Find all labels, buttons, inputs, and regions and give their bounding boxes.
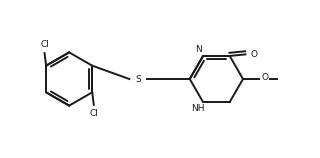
Text: N: N	[195, 45, 202, 54]
Text: S: S	[135, 75, 141, 83]
Text: NH: NH	[192, 104, 205, 113]
Text: Cl: Cl	[89, 109, 98, 118]
Text: O: O	[261, 73, 268, 82]
Text: Cl: Cl	[40, 40, 49, 49]
Text: O: O	[251, 50, 258, 59]
